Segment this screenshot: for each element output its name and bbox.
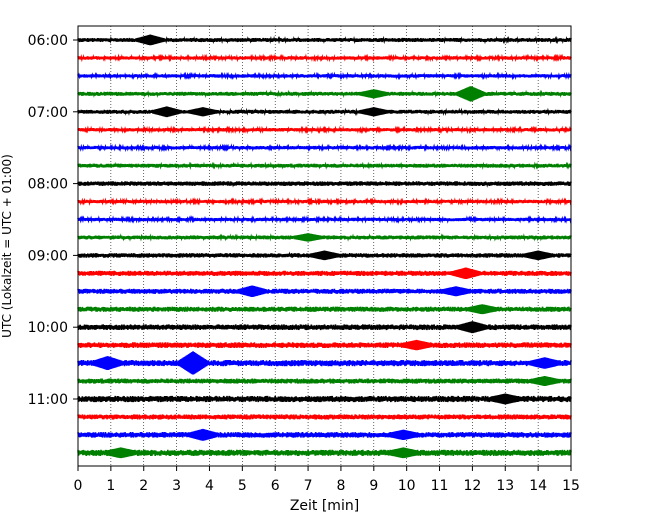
plot-frame (77, 25, 572, 467)
vertical-gridlines (110, 26, 539, 466)
x-tick-label: 0 (74, 478, 83, 494)
trace-1145 (77, 447, 572, 459)
x-tick-label: 5 (238, 478, 247, 494)
trace-0900 (77, 250, 572, 261)
trace-0615 (77, 53, 572, 63)
trace-0600 (77, 34, 572, 46)
trace-0945 (77, 304, 572, 315)
x-tick-label: 9 (369, 478, 378, 494)
trace-1045 (77, 376, 572, 386)
trace-0930 (77, 285, 572, 297)
trace-1000 (77, 321, 572, 334)
y-axis-label: UTC (Lokalzeit = UTC + 01:00) (0, 154, 14, 338)
seismic-traces (77, 34, 572, 459)
x-tick-label: 1 (106, 478, 115, 494)
trace-0815 (77, 197, 572, 207)
x-axis-ticks: 0 1 2 3 4 5 6 7 8 9 10 11 12 13 14 15 (74, 466, 580, 494)
trace-0845 (77, 233, 572, 242)
y-tick-label: 06:00 (28, 33, 68, 49)
y-tick-label: 09:00 (28, 248, 68, 264)
y-tick-label: 07:00 (28, 105, 68, 121)
y-tick-label: 11:00 (28, 392, 68, 408)
x-tick-label: 3 (172, 478, 181, 494)
x-axis-label: Zeit [min] (290, 498, 359, 514)
trace-0830 (77, 215, 572, 224)
trace-1130 (77, 428, 572, 441)
trace-0745 (77, 161, 572, 171)
x-tick-label: 4 (205, 478, 214, 494)
trace-0800 (77, 181, 572, 188)
x-tick-label: 12 (463, 478, 481, 494)
y-tick-label: 08:00 (28, 177, 68, 193)
trace-1015 (77, 339, 572, 351)
x-tick-label: 6 (271, 478, 280, 494)
trace-0715 (77, 125, 572, 135)
x-tick-label: 7 (304, 478, 313, 494)
y-axis-ticks: 06:00 07:00 08:00 09:00 10:00 11:00 (28, 33, 78, 408)
x-tick-label: 8 (336, 478, 345, 494)
x-tick-label: 11 (431, 478, 449, 494)
y-tick-label: 10:00 (28, 320, 68, 336)
trace-1100 (77, 393, 572, 405)
trace-0730 (77, 143, 572, 153)
x-tick-label: 15 (562, 478, 580, 494)
trace-1115 (77, 414, 572, 420)
x-tick-label: 14 (529, 478, 547, 494)
x-tick-label: 13 (496, 478, 514, 494)
x-tick-label: 10 (398, 478, 416, 494)
trace-0630 (77, 71, 572, 81)
trace-0645 (77, 86, 572, 102)
trace-1030 (77, 351, 572, 375)
x-tick-label: 2 (139, 478, 148, 494)
trace-0915 (77, 267, 572, 280)
trace-0700 (77, 106, 572, 118)
